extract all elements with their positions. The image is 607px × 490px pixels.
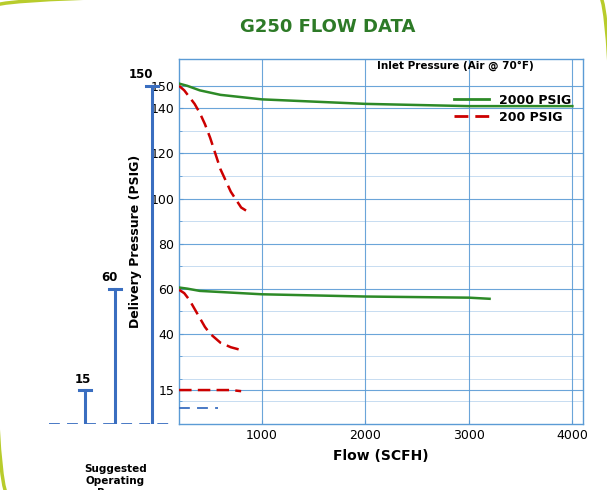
X-axis label: Flow (SCFH): Flow (SCFH) [333, 449, 429, 463]
Legend: 2000 PSIG, 200 PSIG: 2000 PSIG, 200 PSIG [449, 89, 577, 128]
Text: 150: 150 [129, 68, 153, 81]
Text: Inlet Pressure (Air @ 70°F): Inlet Pressure (Air @ 70°F) [377, 61, 534, 71]
Text: Suggested
Operating
Range: Suggested Operating Range [84, 465, 147, 490]
Text: 15: 15 [75, 372, 90, 386]
Y-axis label: Delivery Pressure (PSIG): Delivery Pressure (PSIG) [129, 155, 142, 328]
Text: G250 FLOW DATA: G250 FLOW DATA [240, 18, 415, 36]
Text: 60: 60 [101, 271, 117, 284]
